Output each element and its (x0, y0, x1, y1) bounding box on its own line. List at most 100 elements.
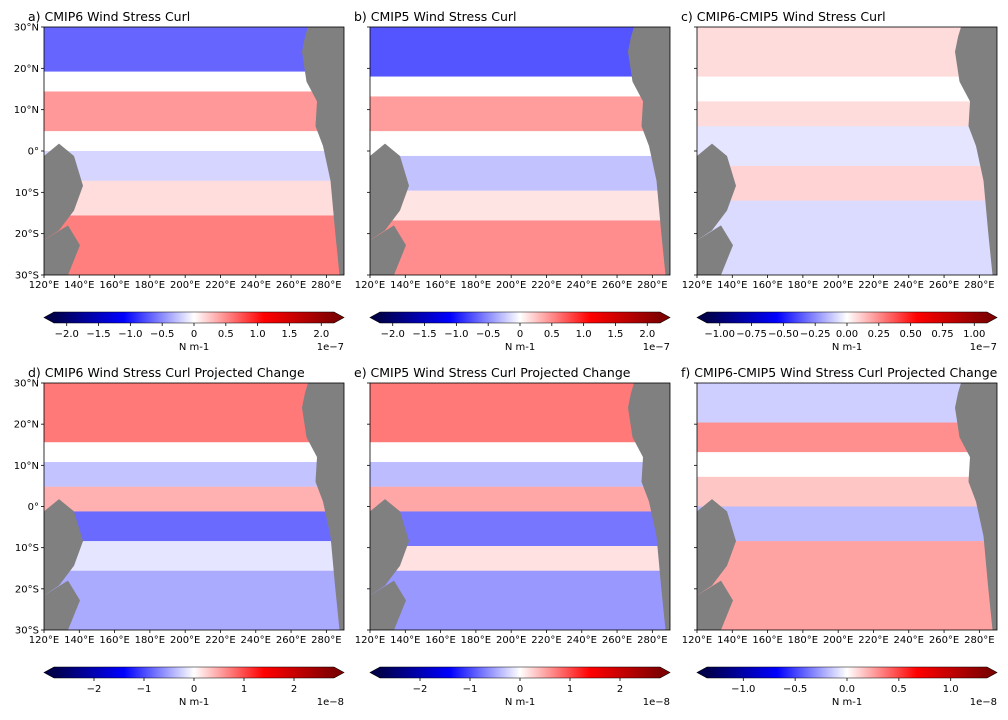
curl-band-4 (44, 151, 344, 181)
x-tick-label: 260°E (276, 635, 306, 646)
colorbar-tick-label: −0.75 (736, 329, 767, 340)
x-tick-label: 280°E (637, 635, 667, 646)
land-west-south (370, 580, 406, 630)
land-americas (955, 383, 997, 630)
panel-title: d) CMIP6 Wind Stress Curl Projected Chan… (28, 365, 305, 380)
panel-c: c) CMIP6-CMIP5 Wind Stress Curl 120°E 140°… (681, 9, 998, 353)
x-tick-label: 260°E (276, 280, 306, 291)
x-tick-label: 260°E (929, 280, 959, 291)
map-b (370, 27, 670, 275)
colorbar-label: N m-1 (832, 697, 862, 708)
colorbar-outline (696, 666, 998, 679)
curl-band-3 (697, 476, 997, 507)
colorbar-tick-label: −1.5 (412, 329, 436, 340)
colorbar: −2.0 −1.5 −1.0 −0.5 0 0.5 1.0 1.5 2.0 N m-1 1e−7 (369, 311, 671, 353)
x-tick-label: 180°E (461, 635, 491, 646)
x-tick-label: 220°E (531, 635, 561, 646)
x-tick-label: 240°E (241, 635, 271, 646)
colorbar-scale: 1e−8 (317, 697, 344, 708)
x-tick-label: 180°E (461, 280, 491, 291)
colorbar-tick-label: 1.00 (963, 329, 985, 340)
x-tick-label: 140°E (717, 280, 747, 291)
colorbar-tick-label: 1.0 (250, 329, 266, 340)
land-west-north (697, 499, 736, 596)
curl-band-6 (44, 215, 344, 275)
colorbar: −1.00 −0.75 −0.50 −0.25 0.00 0.25 0.50 0.75 1.00… (696, 311, 998, 353)
panel-f: f) CMIP6-CMIP5 Wind Stress Curl Projecte… (681, 365, 998, 708)
curl-band-5 (44, 541, 344, 571)
colorbar-scale: 1e−7 (643, 342, 670, 353)
colorbar-tick-label: −1.0 (731, 684, 755, 695)
colorbar-tick-label: −1 (137, 684, 152, 695)
curl-band-1 (370, 76, 670, 97)
colorbar-max-arrow (334, 312, 344, 323)
curl-band-2 (370, 462, 670, 487)
colorbar-label: N m-1 (832, 342, 862, 353)
y-tick-label: 10°N (14, 105, 39, 116)
x-tick-label: 200°E (496, 280, 526, 291)
x-tick-label: 140°E (64, 280, 94, 291)
colorbar-tick-label: −0.5 (150, 329, 174, 340)
colorbar-tick-label: 2.0 (313, 329, 329, 340)
colorbar-tick-label: 1.5 (282, 329, 298, 340)
colorbar-scale: 1e−8 (643, 697, 670, 708)
curl-band-0 (697, 27, 997, 77)
x-tick-label: 220°E (205, 280, 235, 291)
x-tick-label: 240°E (241, 280, 271, 291)
panel-title: f) CMIP6-CMIP5 Wind Stress Curl Projecte… (681, 365, 998, 380)
x-tick-label: 280°E (311, 280, 341, 291)
colorbar-tick-label: 0.0 (839, 684, 855, 695)
curl-band-4 (370, 511, 670, 547)
x-tick-label: 160°E (99, 280, 129, 291)
x-tick-label: 200°E (170, 635, 200, 646)
curl-band-4 (370, 155, 670, 191)
curl-band-5 (697, 200, 997, 275)
colorbar-tick-label: −0.5 (476, 329, 500, 340)
colorbar-max-arrow (987, 312, 997, 323)
colorbar-tick-label: 1 (241, 684, 247, 695)
colorbar-tick-label: −2.0 (381, 329, 405, 340)
colorbar-min-arrow (370, 312, 380, 323)
x-tick-label: 120°E (355, 635, 385, 646)
ocean-field (697, 27, 997, 275)
land-americas (628, 383, 670, 630)
curl-band-4 (697, 506, 997, 542)
x-tick-label: 120°E (355, 280, 385, 291)
colorbar-outline (369, 666, 671, 679)
colorbar-outline (43, 666, 345, 679)
curl-band-3 (370, 486, 670, 512)
colorbar-max-arrow (334, 667, 344, 678)
x-tick-label: 140°E (390, 635, 420, 646)
x-tick-label: 220°E (531, 280, 561, 291)
colorbar-scale: 1e−7 (970, 342, 997, 353)
curl-band-5 (44, 180, 344, 216)
colorbar-tick-label: −1.5 (86, 329, 110, 340)
curl-band-6 (370, 220, 670, 275)
map-d (44, 383, 344, 630)
y-tick-label: 30°N (14, 379, 39, 390)
colorbar-scale: 1e−8 (970, 697, 997, 708)
x-tick-label: 200°E (823, 280, 853, 291)
colorbar-tick-label: −1.0 (444, 329, 468, 340)
land-west-north (697, 143, 736, 241)
x-tick-label: 120°E (29, 635, 59, 646)
colorbar-gradient (54, 667, 334, 678)
land-west-south (370, 225, 406, 275)
x-tick-label: 220°E (858, 635, 888, 646)
curl-band-2 (697, 101, 997, 127)
colorbar-max-arrow (660, 312, 670, 323)
curl-band-1 (370, 442, 670, 463)
colorbar: −2.0 −1.5 −1.0 −0.5 0 0.5 1.0 1.5 2.0 N m-1 1e−7 (43, 311, 345, 353)
x-tick-label: 200°E (823, 635, 853, 646)
x-tick-label: 220°E (205, 635, 235, 646)
land-west-north (370, 499, 409, 596)
curl-band-4 (44, 511, 344, 542)
colorbar-tick-label: 0.5 (891, 684, 907, 695)
y-tick-label: 20°N (14, 420, 39, 431)
x-tick-label: 120°E (682, 280, 712, 291)
curl-band-1 (697, 76, 997, 102)
colorbar-outline (369, 311, 671, 324)
colorbar-tick-label: −1.0 (118, 329, 142, 340)
y-tick-label: 0° (28, 147, 39, 158)
curl-band-0 (370, 383, 670, 443)
